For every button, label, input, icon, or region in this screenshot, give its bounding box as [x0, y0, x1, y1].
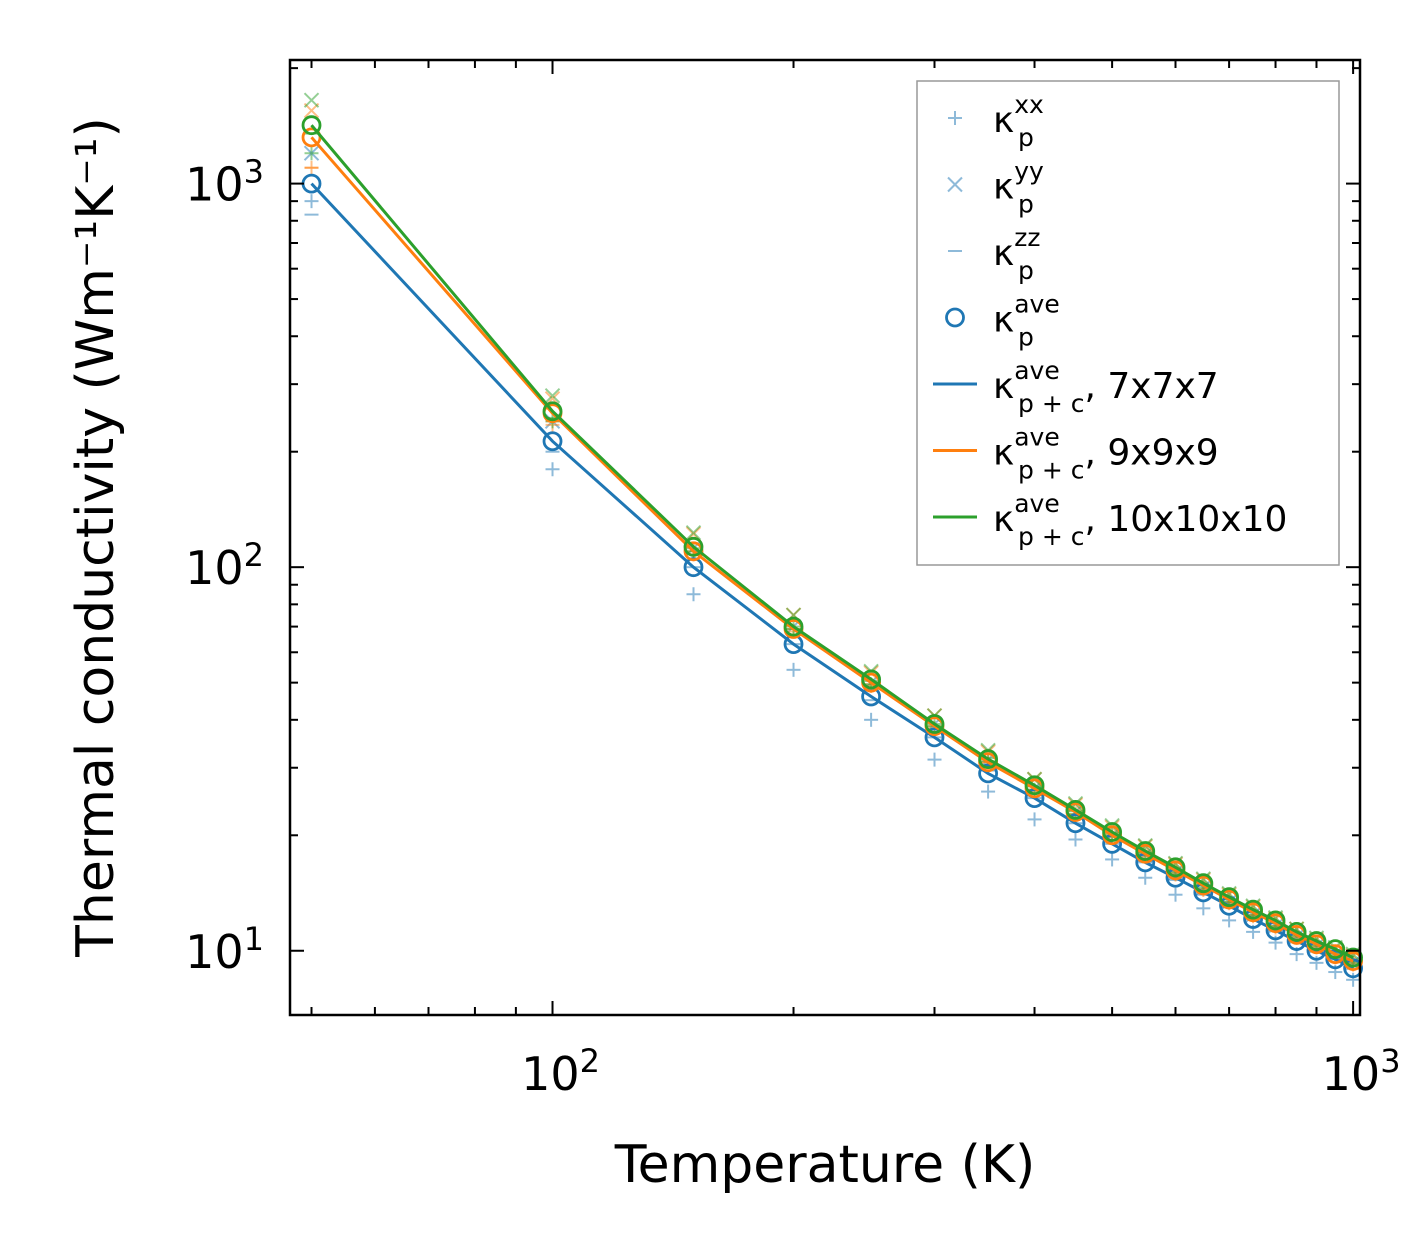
plot-frame: [288, 58, 1362, 1017]
scatter-point-0-1: [545, 462, 560, 477]
ave-point-10x10x10-6: [978, 749, 998, 769]
ave-point-10x10x10-7: [1024, 775, 1045, 796]
scatter-point-0-3: [786, 662, 801, 677]
ave-point-10x10x10-14: [1243, 899, 1263, 920]
x-tick-label-100: 102: [521, 1042, 600, 1101]
ave-line-10x10x10: [310, 124, 1354, 959]
y-axis-label: Thermal conductivity (Wm⁻¹K⁻¹): [66, 117, 126, 958]
ave-point-10x10x10-0: [301, 115, 322, 136]
legend-entry-4: κave p + c, 7x7x7: [933, 356, 1219, 418]
ave-point-10x10x10-11: [1165, 857, 1186, 878]
ave-point-7x7x7-6: [978, 763, 998, 784]
ave-point-10x10x10-12: [1193, 873, 1214, 894]
ave-point-10x10x10-19: [1343, 947, 1364, 968]
ave-point-10x10x10-9: [1102, 822, 1123, 842]
y-tick-label-100: 102: [185, 536, 264, 595]
tick-labels: 102 103 101 102 103: [185, 153, 1400, 1101]
scatter-point-0-2: [686, 587, 701, 602]
data-marks: [301, 92, 1364, 987]
ave-point-10x10x10-1: [542, 401, 563, 422]
legend-entry-1-label: κyy p: [993, 157, 1044, 219]
scatter-point-0-7: [1027, 812, 1042, 827]
scatter-point-7-2-d2: [685, 524, 702, 541]
legend-box: [916, 80, 1340, 566]
ave-point-7x7x7-8: [1065, 813, 1086, 834]
legend-entry-1: κyy p: [947, 157, 1044, 219]
axis-ticks: [290, 60, 1360, 1015]
ave-point-7x7x7-1: [542, 431, 563, 452]
x-tick-label-1000: 103: [1322, 1042, 1401, 1101]
ave-point-10x10x10-8: [1065, 799, 1086, 820]
ave-point-7x7x7-5: [924, 727, 945, 748]
legend-entry-0-label: κxx p: [993, 90, 1044, 152]
ave-point-10x10x10-18: [1325, 939, 1346, 959]
legend-entry-3-circle: [945, 307, 965, 328]
scatter-point-7-0: [303, 92, 320, 108]
legend-entry-0: κxx p: [948, 90, 1044, 152]
ave-point-10x10x10-3: [783, 616, 804, 637]
legend-entry-1-marker-d2: [947, 176, 963, 193]
scatter-point-6-0: [304, 146, 319, 161]
ave-point-10x10x10-17: [1306, 931, 1327, 951]
ave-point-10x10x10-4: [861, 669, 882, 690]
ave-line-9x9x9: [310, 136, 1354, 963]
legend-entry-3-label: κave p: [993, 290, 1060, 352]
ave-point-10x10x10-5: [924, 714, 945, 734]
legend-entry-6-label: κave p + c, 10x10x10: [993, 489, 1287, 551]
legend-entry-2-label: κzz p: [993, 223, 1040, 285]
legend-entry-6: κave p + c, 10x10x10: [933, 489, 1287, 551]
legend-entry-5: κave p + c, 9x9x9: [933, 423, 1219, 485]
legend-entry-1-marker: [947, 176, 963, 193]
y-tick-label-1000: 103: [185, 153, 264, 212]
scatter-point-0-5: [927, 752, 942, 767]
scatter-point-0-19: [1346, 972, 1361, 987]
legend-entry-5-label: κave p + c, 9x9x9: [993, 423, 1219, 485]
y-tick-label-10: 101: [185, 920, 264, 979]
scatter-point-7-1: [544, 387, 561, 404]
ave-point-10x10x10-13: [1219, 887, 1240, 907]
scatter-point-0-13: [1222, 913, 1237, 928]
scatter-point-0-10: [1138, 870, 1153, 885]
legend-entry-4-label: κave p + c, 7x7x7: [993, 356, 1219, 418]
ave-point-10x10x10-16: [1286, 921, 1307, 942]
x-axis-label: Temperature (K): [614, 1135, 1036, 1195]
legend-entry-2: κzz p: [948, 223, 1040, 285]
scatter-point-0-12: [1196, 901, 1211, 916]
scatter-point-7-0-d2: [303, 92, 320, 108]
ave-point-10x10x10-2: [683, 536, 704, 557]
scatter-point-0-9: [1105, 852, 1120, 867]
scatter-point-0-8: [1068, 832, 1083, 847]
scatter-point-7-1-d2: [544, 387, 561, 404]
legend-entry-0-marker: [948, 111, 962, 125]
legend-entry-3: κave p: [945, 290, 1060, 352]
scatter-point-0-0: [304, 194, 319, 209]
scatter-point-0-4: [864, 712, 879, 727]
ave-series-10x10x10: [301, 115, 1364, 968]
scatter-point-7-2: [685, 524, 702, 541]
ave-point-10x10x10-15: [1265, 910, 1286, 931]
series-7x7x7-kxx: [304, 194, 1361, 987]
ave-point-10x10x10-10: [1135, 841, 1156, 861]
scatter-point-0-6: [981, 784, 996, 799]
scatter-point-0-11: [1168, 887, 1183, 902]
